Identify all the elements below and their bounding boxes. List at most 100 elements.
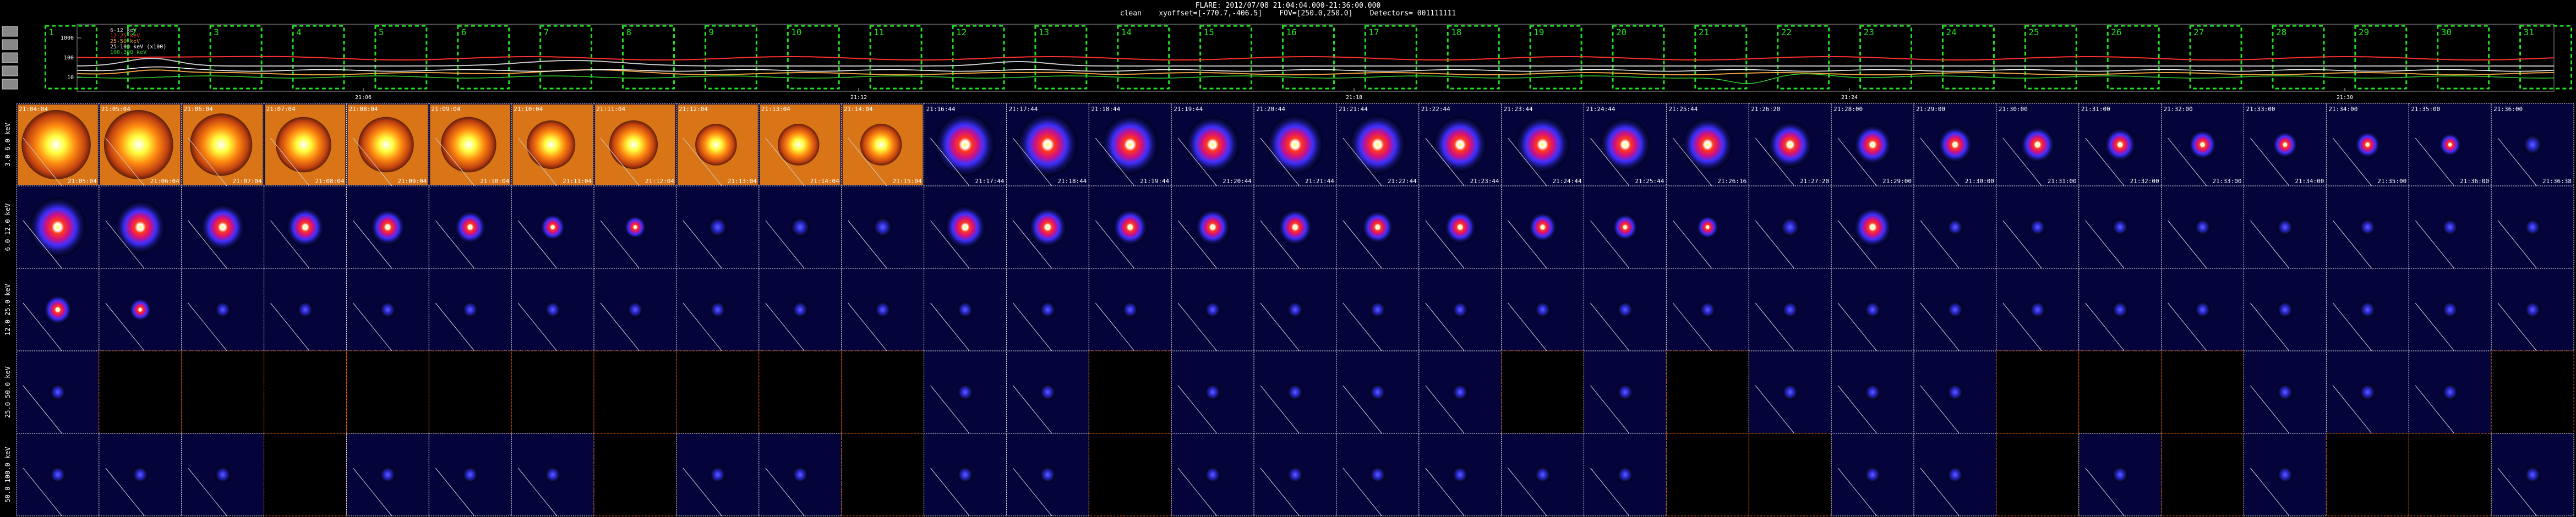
image-cell [2078, 350, 2162, 434]
solar-limb [435, 220, 475, 269]
cell-border [2491, 185, 2574, 269]
source-blob [1516, 117, 1570, 173]
cell-end-time: 21:35:00 [2377, 178, 2406, 185]
source-blob [115, 201, 166, 254]
interval-number: 18 [1451, 27, 1461, 37]
solar-limb [683, 220, 722, 269]
interval-number: 21 [1699, 27, 1709, 37]
cell-end-time: 21:20:44 [1222, 178, 1252, 185]
image-cell [2491, 433, 2574, 516]
image-cell [1584, 268, 1667, 351]
source-blob [627, 301, 643, 318]
solar-limb [1013, 302, 1052, 351]
source-blob [2524, 466, 2541, 483]
cell-start-time: 21:26:20 [1751, 106, 1780, 113]
interval-number: 15 [1204, 27, 1214, 37]
solar-limb [1590, 302, 1630, 351]
source-blob [1349, 115, 1406, 174]
image-cell [1831, 433, 1914, 516]
cell-start-time: 21:13:04 [761, 106, 790, 113]
image-cell [1996, 185, 2080, 269]
source-blob [1947, 219, 1963, 235]
solar-limb [2415, 220, 2455, 269]
solar-limb [517, 302, 558, 351]
image-cell [1171, 433, 1254, 516]
cell-background [2326, 433, 2409, 516]
image-cell: 21:07:04 21:08:04 [264, 103, 347, 186]
plot-header: FLARE: 2012/07/08 21:04:04.000-21:36:00.… [0, 0, 2576, 22]
solar-limb [1673, 302, 1712, 351]
cell-end-time: 21:10:04 [480, 178, 509, 185]
image-cell [1748, 433, 1832, 516]
source-blob [297, 301, 313, 318]
solar-limb [2250, 220, 2290, 269]
interval-number: 14 [1121, 27, 1132, 37]
image-cell [1171, 350, 1254, 434]
image-cell [181, 350, 265, 434]
interval-number: 16 [1286, 27, 1297, 37]
solar-limb [1013, 468, 1052, 516]
interval-number: 25 [2028, 27, 2039, 37]
solar-limb [1425, 385, 1465, 434]
interval-box [1117, 25, 1170, 90]
interval-number: 19 [1533, 27, 1544, 37]
cell-background [181, 351, 264, 433]
solar-limb [1755, 220, 1795, 269]
solar-limb [1095, 302, 1135, 351]
image-cell [2408, 185, 2492, 269]
solar-limb [2250, 302, 2290, 351]
interval-box [209, 25, 263, 90]
cell-background [511, 351, 594, 433]
image-cell [924, 350, 1007, 434]
solar-limb [2085, 220, 2125, 269]
solar-limb [600, 138, 640, 186]
solar-limb [1755, 302, 1795, 351]
solar-limb [2415, 385, 2455, 434]
image-cell [1336, 350, 1420, 434]
source-blob [132, 466, 149, 483]
solar-limb [105, 138, 145, 186]
solar-limb [2168, 220, 2207, 269]
image-cell [1666, 350, 1749, 434]
cell-start-time: 21:19:44 [1174, 106, 1203, 113]
interval-box [2189, 25, 2242, 90]
solar-limb [517, 220, 558, 269]
cell-end-time: 21:27:20 [1800, 178, 1829, 185]
image-cell [264, 185, 347, 269]
interval-number: 20 [1616, 27, 1627, 37]
image-cell: 21:31:00 21:32:00 [2078, 103, 2162, 186]
interval-box [2437, 25, 2490, 90]
image-cell [1584, 350, 1667, 434]
image-cell [841, 185, 925, 269]
solar-limb [1177, 302, 1218, 351]
solar-limb [1013, 138, 1052, 186]
solar-limb [2002, 138, 2042, 186]
solar-limb [1177, 220, 1218, 269]
solar-limb [1837, 302, 1877, 351]
solar-limb [765, 220, 805, 269]
cell-start-time: 21:34:00 [2328, 106, 2357, 113]
solar-limb [1425, 302, 1465, 351]
source-blob [1102, 115, 1159, 174]
image-cell: 21:08:04 21:09:04 [346, 103, 429, 186]
image-cell [428, 268, 512, 351]
source-blob [50, 466, 66, 483]
image-cell [511, 350, 594, 434]
cell-end-time: 21:25:44 [1635, 178, 1664, 185]
source-blob [2195, 301, 2211, 318]
interval-number: 11 [874, 27, 884, 37]
cell-background [2078, 351, 2162, 433]
solar-limb [1920, 138, 1960, 186]
band-label: 3.0-6.0 keV [4, 123, 12, 166]
solar-limb [765, 468, 805, 516]
solar-limb [1755, 138, 1795, 186]
cell-start-time: 21:16:44 [926, 106, 956, 113]
source-blob [1452, 384, 1468, 400]
source-blob [1040, 384, 1056, 400]
cell-end-time: 21:06:04 [150, 178, 179, 185]
solar-limb [2250, 385, 2290, 434]
cell-background [758, 351, 842, 433]
solar-limb [2497, 468, 2537, 516]
cell-background [841, 351, 924, 433]
interval-number: 29 [2359, 27, 2369, 37]
